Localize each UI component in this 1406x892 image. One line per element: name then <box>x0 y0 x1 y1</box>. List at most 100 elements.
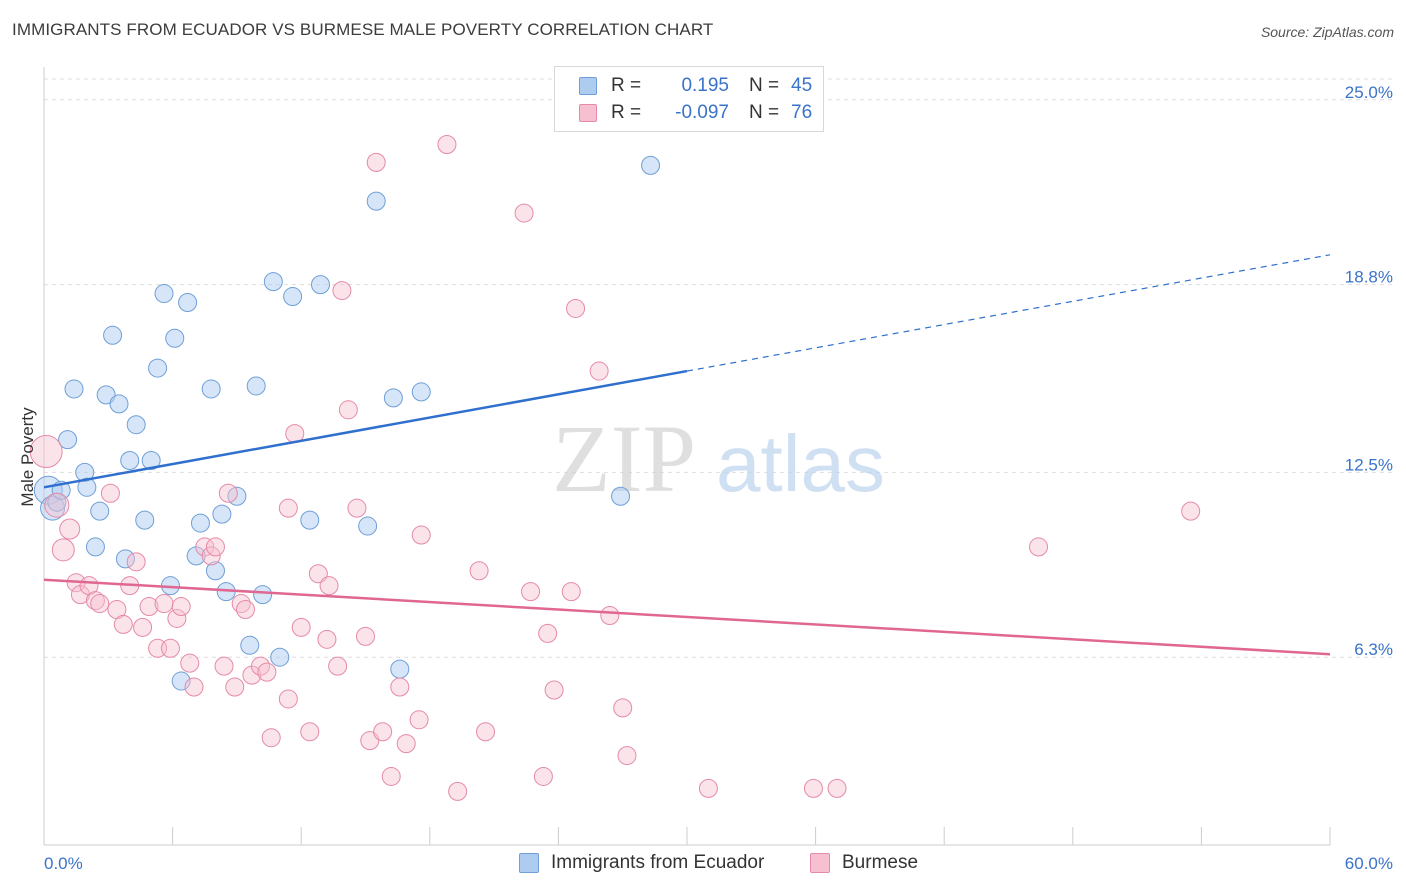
burmese-point <box>538 623 558 643</box>
ecuador-trend-line <box>43 369 688 489</box>
burmese-point <box>617 746 637 766</box>
ecuador-point <box>641 155 661 175</box>
burmese-point <box>100 483 120 503</box>
burmese-point <box>437 135 457 155</box>
ecuador-point <box>270 647 290 667</box>
burmese-point <box>261 728 281 748</box>
ecuador-point <box>64 379 84 399</box>
burmese-point <box>180 653 200 673</box>
chart-title: IMMIGRANTS FROM ECUADOR VS BURMESE MALE … <box>12 20 714 39</box>
burmese-point <box>1029 537 1049 557</box>
ecuador-point <box>300 510 320 530</box>
burmese-point <box>396 734 416 754</box>
burmese-point <box>544 680 564 700</box>
burmese-point <box>235 600 255 620</box>
burmese-point <box>291 617 311 637</box>
ecuador-point <box>171 671 191 691</box>
burmese-point <box>476 722 496 742</box>
burmese-point <box>167 608 187 628</box>
burmese-point <box>390 677 410 697</box>
burmese-point <box>373 722 393 742</box>
y-tick-label: 25.0% <box>1345 83 1393 102</box>
legend-row-ecuador: R = 0.195 N = 45 <box>579 73 812 99</box>
legend-n-value: 45 <box>791 75 813 96</box>
legend-swatch-ecuador <box>519 853 539 873</box>
ecuador-point <box>148 358 168 378</box>
burmese-point <box>366 152 386 172</box>
ecuador-point <box>190 513 210 533</box>
y-tick-label: 12.5% <box>1345 455 1393 474</box>
burmese-point <box>308 564 328 584</box>
burmese-point <box>184 677 204 697</box>
ecuador-point <box>205 561 225 581</box>
y-axis-label: Male Poverty <box>18 407 37 507</box>
watermark: ZIP atlas <box>552 405 885 512</box>
burmese-point <box>317 629 337 649</box>
ecuador-point <box>90 501 110 521</box>
burmese-point <box>278 498 298 518</box>
ecuador-point <box>411 382 431 402</box>
ecuador-point <box>85 537 105 557</box>
burmese-point <box>521 582 541 602</box>
ecuador-point <box>263 272 283 292</box>
legend-n-value: 76 <box>791 102 813 123</box>
burmese-point <box>448 781 468 801</box>
legend-r-value: 0.195 <box>681 75 729 96</box>
burmese-point <box>214 656 234 676</box>
legend-swatch-ecuador <box>579 77 597 95</box>
y-tick-label: 18.8% <box>1345 268 1393 287</box>
burmese-point <box>113 614 133 634</box>
burmese-point <box>126 552 146 572</box>
burmese-point <box>411 525 431 545</box>
burmese-point <box>59 518 81 540</box>
burmese-point <box>827 778 847 798</box>
ecuador-point <box>126 415 146 435</box>
correlation-legend: R = 0.195 N = 45 R = -0.097 N = 76 <box>554 66 824 132</box>
burmese-point <box>278 689 298 709</box>
legend-label-burmese: Burmese <box>842 852 919 873</box>
axes <box>43 67 1331 846</box>
burmese-point <box>171 597 191 617</box>
burmese-point <box>566 298 586 318</box>
legend-swatch-burmese <box>810 853 830 873</box>
legend-n-label: N = <box>749 102 780 123</box>
burmese-point <box>338 400 358 420</box>
ecuador-point <box>109 394 129 414</box>
y-tick-label: 6.3% <box>1354 640 1393 659</box>
burmese-point <box>356 626 375 646</box>
burmese-point <box>698 778 718 798</box>
burmese-point <box>381 766 401 786</box>
burmese-point <box>409 710 429 730</box>
series-burmese-points <box>29 135 1201 801</box>
source-label: Source: ZipAtlas.com <box>1260 24 1394 40</box>
burmese-point <box>300 722 320 742</box>
ecuador-point <box>611 486 631 506</box>
x-tick-label: 0.0% <box>44 854 83 873</box>
legend-item-burmese: Burmese <box>810 852 918 874</box>
ecuador-point <box>240 635 260 655</box>
burmese-point <box>600 605 620 625</box>
burmese-point <box>533 766 553 786</box>
ecuador-point <box>212 504 232 524</box>
ecuador-point <box>120 450 140 470</box>
ecuador-point <box>201 379 221 399</box>
burmese-point <box>154 594 174 614</box>
ecuador-trend-extension <box>686 254 1331 372</box>
ecuador-point <box>141 450 161 470</box>
burmese-point <box>201 546 221 566</box>
ecuador-point <box>246 376 266 396</box>
series-legend: Immigrants from Ecuador Burmese <box>0 852 1406 878</box>
ecuador-point <box>390 659 410 679</box>
burmese-point <box>29 435 63 469</box>
burmese-point <box>613 698 633 718</box>
legend-r-label: R = <box>611 102 642 123</box>
ecuador-point <box>115 549 135 569</box>
x-tick-label: 60.0% <box>1345 854 1393 873</box>
ecuador-point <box>165 328 185 348</box>
gridlines <box>44 78 1392 658</box>
burmese-point <box>319 576 339 596</box>
burmese-point <box>51 538 75 562</box>
burmese-point <box>218 483 238 503</box>
burmese-point <box>225 677 245 697</box>
ecuador-point <box>366 191 386 211</box>
